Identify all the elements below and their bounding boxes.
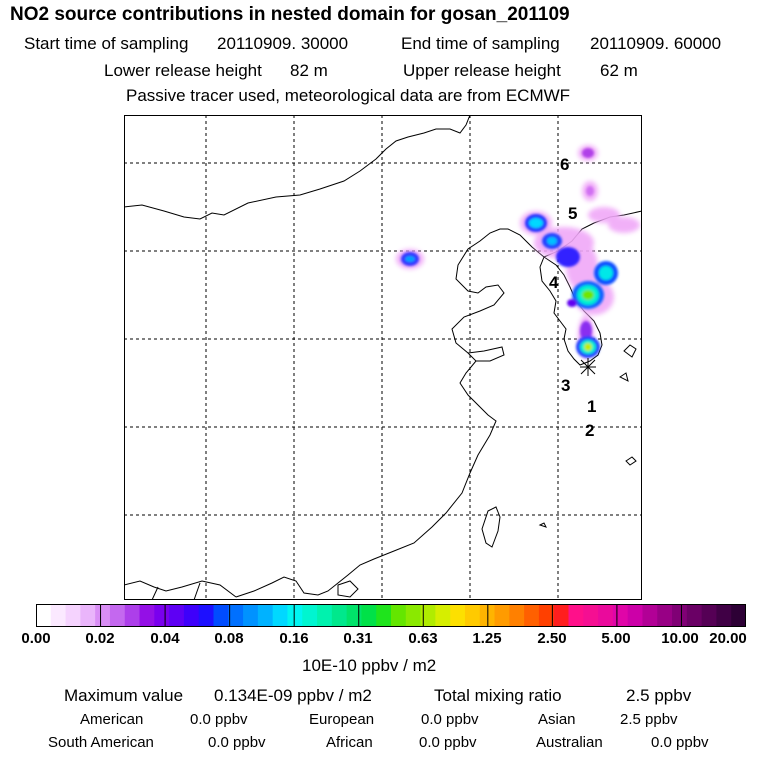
colorbar-cell [701, 604, 717, 627]
map-frame [124, 115, 642, 600]
colorbar-cell [435, 604, 451, 627]
colorbar-cell [716, 604, 732, 627]
start-time-value: 20110909. 30000 [217, 34, 349, 53]
colorbar-cell [612, 604, 629, 627]
region-name-european: European [309, 711, 375, 728]
colorbar-label: 0.02 [85, 630, 115, 647]
colorbar-cell [139, 604, 155, 627]
colorbar-cell [257, 604, 274, 627]
colorbar-cell [317, 604, 333, 627]
region-value-american: 0.0 ppbv [190, 711, 248, 728]
receptor-star-icon [580, 358, 596, 376]
region-name-australian: Australian [536, 734, 603, 751]
colorbar-label: 0.00 [21, 630, 51, 647]
colorbar-cell [553, 604, 569, 627]
colorbar-cell [731, 604, 746, 627]
region-value-australian: 0.0 ppbv [651, 734, 709, 751]
end-time-label: End time of sampling [401, 34, 560, 53]
colorbar-cell [583, 604, 599, 627]
colorbar-cell [243, 604, 259, 627]
colorbar-cell [95, 604, 111, 627]
colorbar-cell [154, 604, 170, 627]
colorbar-cell [124, 604, 141, 627]
colorbar-cell [287, 604, 303, 627]
map-marker-3: 3 [561, 376, 570, 395]
region-value-european: 0.0 ppbv [421, 711, 479, 728]
colorbar-label: 0.04 [150, 630, 180, 647]
colorbar-label: 0.63 [408, 630, 438, 647]
colorbar-label: 20.00 [709, 630, 747, 647]
region-name-african: African [326, 734, 373, 751]
colorbar-label: 10.00 [661, 630, 699, 647]
colorbar-cell [464, 604, 481, 627]
colorbar-units: 10E-10 ppbv / m2 [302, 656, 437, 675]
colorbar-cell [494, 604, 510, 627]
colorbar-cell [657, 604, 673, 627]
source-contribution-map: 6 5 4 3 1 2 [124, 115, 642, 600]
colorbar-cell [80, 604, 96, 627]
max-value: 0.134E-09 ppbv / m2 [214, 686, 372, 705]
colorbar-label: 5.00 [601, 630, 631, 647]
total-mixing-label: Total mixing ratio [434, 686, 562, 705]
colorbar-cell [346, 604, 362, 627]
colorbar-cell [391, 604, 407, 627]
colorbar-cell [361, 604, 377, 627]
colorbar-cell [65, 604, 81, 627]
region-name-asian: Asian [538, 711, 576, 728]
lower-height-label: Lower release height [104, 61, 262, 80]
colorbar-cell [450, 604, 466, 627]
colorbar-cell [36, 604, 52, 627]
colorbar-label: 2.50 [537, 630, 567, 647]
colorbar-cell [50, 604, 67, 627]
colorbar-cell [598, 604, 614, 627]
colorbar-cell [627, 604, 643, 627]
colorbar-cell [405, 604, 422, 627]
region-name-south-american: South American [48, 734, 154, 751]
colorbar-label: 0.31 [343, 630, 373, 647]
lower-height-value: 82 m [290, 61, 328, 80]
colorbar-cell [302, 604, 318, 627]
colorbar-cell [509, 604, 525, 627]
map-marker-2: 2 [585, 421, 594, 440]
colorbar-cell [524, 604, 540, 627]
end-time-value: 20110909. 60000 [590, 34, 722, 53]
colorbar-cell [538, 604, 555, 627]
region-name-american: American [80, 711, 144, 728]
colorbar-cell [672, 604, 688, 627]
upper-height-value: 62 m [600, 61, 638, 80]
max-value-label: Maximum value [64, 686, 184, 705]
upper-height-label: Upper release height [403, 61, 561, 80]
colorbar [36, 604, 746, 627]
lat-lon-grid [124, 115, 642, 600]
colorbar-cell [642, 604, 658, 627]
map-marker-6: 6 [560, 155, 569, 174]
start-time-label: Start time of sampling [24, 34, 189, 53]
region-value-asian: 2.5 ppbv [620, 711, 678, 728]
region-value-south-american: 0.0 ppbv [208, 734, 266, 751]
map-marker-5: 5 [568, 204, 577, 223]
colorbar-cell [376, 604, 392, 627]
colorbar-cell [272, 604, 288, 627]
coastline [124, 115, 642, 600]
colorbar-cell [686, 604, 703, 627]
colorbar-label: 0.16 [279, 630, 309, 647]
map-marker-1: 1 [587, 397, 596, 416]
colorbar-cell [198, 604, 214, 627]
map-title: NO2 source contributions in nested domai… [10, 4, 570, 25]
colorbar-cell [169, 604, 185, 627]
colorbar-label: 1.25 [472, 630, 502, 647]
colorbar-cell [331, 604, 348, 627]
region-value-african: 0.0 ppbv [419, 734, 477, 751]
colorbar-cell [183, 604, 200, 627]
colorbar-cell [109, 604, 126, 627]
contribution-plume [396, 145, 640, 359]
total-mixing-value: 2.5 ppbv [626, 686, 692, 705]
tracer-note: Passive tracer used, meteorological data… [126, 86, 571, 105]
colorbar-cell [228, 604, 244, 627]
colorbar-cell [420, 604, 436, 627]
map-marker-4: 4 [549, 273, 559, 292]
colorbar-label: 0.08 [214, 630, 244, 647]
colorbar-cell [213, 604, 229, 627]
colorbar-cell [568, 604, 584, 627]
